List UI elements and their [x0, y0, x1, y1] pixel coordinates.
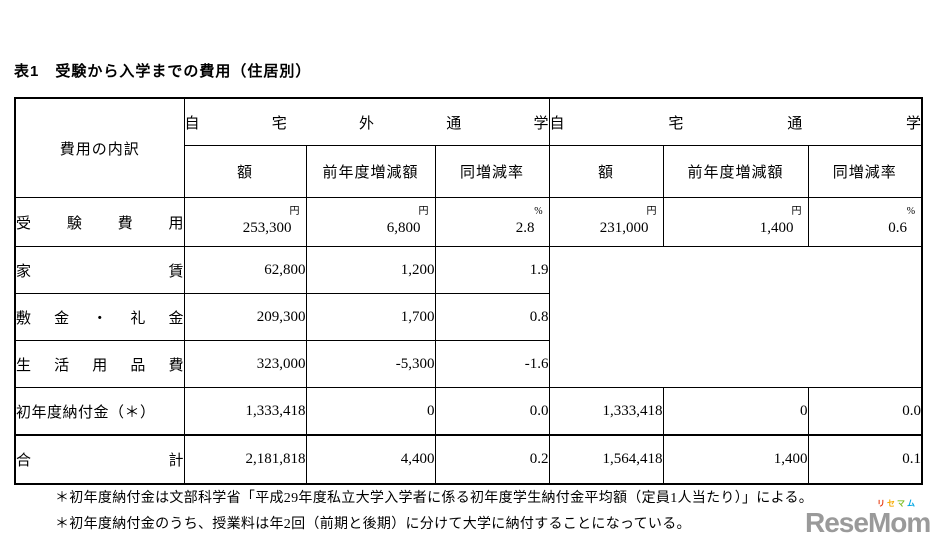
value-cell: 0	[305, 387, 436, 436]
table-row-total: 合計 2,181,818 4,400 0.2 1,564,418 1,400 0…	[14, 434, 923, 485]
cell-value: 1,400	[759, 220, 794, 236]
unit-yen-label: 円	[646, 206, 657, 217]
value-cell: 1,333,418	[183, 387, 307, 436]
col-header-amount-away: 額	[183, 145, 307, 198]
empty-cell-home-section	[548, 246, 923, 388]
resemom-logo-text: ReseMom	[805, 507, 931, 538]
row-label-deposit-key-money: 敷金・礼金	[14, 293, 185, 341]
value-cell: 0.0	[807, 387, 923, 436]
row-label-daily-goods: 生活用品費	[14, 340, 185, 388]
col-header-amount-home: 額	[548, 145, 664, 198]
value-cell: 62,800	[183, 246, 307, 294]
ruby-char: リ	[877, 499, 887, 508]
cell-value: 0.6	[888, 220, 908, 236]
group-header-away-from-home: 自宅外通学	[183, 97, 550, 146]
unit-percent-label: %	[906, 206, 916, 217]
value-cell: 1,200	[305, 246, 436, 294]
col-header-change-rate-home: 同増減率	[807, 145, 923, 198]
value-cell: 1.9	[434, 246, 550, 294]
value-cell: 4,400	[305, 434, 436, 485]
value-cell: 円 231,000	[548, 197, 664, 247]
value-cell: 0.2	[434, 434, 550, 485]
value-cell: 円 1,400	[662, 197, 809, 247]
cell-value: 6,800	[386, 220, 421, 236]
group-header-living-at-home: 自宅通学	[548, 97, 923, 146]
value-cell: 0.1	[807, 434, 923, 485]
unit-yen-label: 円	[418, 206, 429, 217]
table-row-rent: 家賃 62,800 1,200 1.9	[14, 246, 923, 388]
value-cell: -1.6	[434, 340, 550, 388]
value-cell: 1,400	[662, 434, 809, 485]
cell-value: 231,000	[599, 220, 649, 236]
resemom-logo: リセマム ReseMom	[805, 500, 931, 538]
table-row-first-year-payment: 初年度納付金（＊） 1,333,418 0 0.0 1,333,418 0 0.…	[14, 387, 923, 436]
footnote-2: ＊初年度納付金のうち、授業料は年2回（前期と後期）に分けて大学に納付することにな…	[55, 517, 691, 532]
value-cell: 0.0	[434, 387, 550, 436]
value-cell: % 2.8	[434, 197, 550, 247]
row-label-exam-fees: 受験費用	[14, 197, 185, 247]
value-cell: 0.8	[434, 293, 550, 341]
corner-header: 費用の内訳	[14, 97, 185, 198]
value-cell: 1,700	[305, 293, 436, 341]
value-cell: 2,181,818	[183, 434, 307, 485]
ruby-char: マ	[897, 499, 907, 508]
unit-yen-label: 円	[289, 206, 300, 217]
table-row-daily-goods: 生活用品費 323,000 -5,300 -1.6	[14, 340, 922, 388]
value-cell: -5,300	[305, 340, 436, 388]
value-cell: 1,564,418	[548, 434, 664, 485]
resemom-logo-ruby: リセマム	[805, 500, 925, 508]
unit-yen-label: 円	[791, 206, 802, 217]
table-row-exam-fees: 受験費用 円 253,300 円 6,800 % 2.8 円	[14, 197, 923, 247]
value-cell: 円 6,800	[305, 197, 436, 247]
cell-value: 2.8	[515, 220, 535, 236]
cost-table-wrapper: 費用の内訳 自宅外通学 自宅通学 額 前年度増減額 同増減率 額 前年度増減額 …	[14, 97, 924, 485]
col-header-change-rate-away: 同増減率	[434, 145, 550, 198]
cost-table: 費用の内訳 自宅外通学 自宅通学 額 前年度増減額 同増減率 額 前年度増減額 …	[14, 97, 924, 485]
value-cell: 0	[662, 387, 809, 436]
footnote-1: ＊初年度納付金は文部科学省「平成29年度私立大学入学者に係る初年度学生納付金平均…	[55, 491, 814, 506]
value-cell: % 0.6	[807, 197, 923, 247]
value-cell: 円 253,300	[183, 197, 307, 247]
ruby-char: ム	[907, 499, 917, 508]
value-cell: 1,333,418	[548, 387, 664, 436]
unit-percent-label: %	[534, 206, 543, 217]
row-label-total: 合計	[14, 434, 185, 485]
table-title: 表1 受験から入学までの費用（住居別）	[14, 63, 312, 80]
row-label-first-year-payment: 初年度納付金（＊）	[14, 387, 185, 436]
ruby-char: セ	[887, 499, 897, 508]
col-header-yoy-change-home: 前年度増減額	[662, 145, 809, 198]
table-row-deposit-key-money: 敷金・礼金 209,300 1,700 0.8	[14, 293, 922, 341]
value-cell: 209,300	[183, 293, 307, 341]
value-cell: 323,000	[183, 340, 307, 388]
row-label-rent: 家賃	[14, 246, 185, 294]
cell-value: 253,300	[242, 220, 292, 236]
col-header-yoy-change-away: 前年度増減額	[305, 145, 436, 198]
